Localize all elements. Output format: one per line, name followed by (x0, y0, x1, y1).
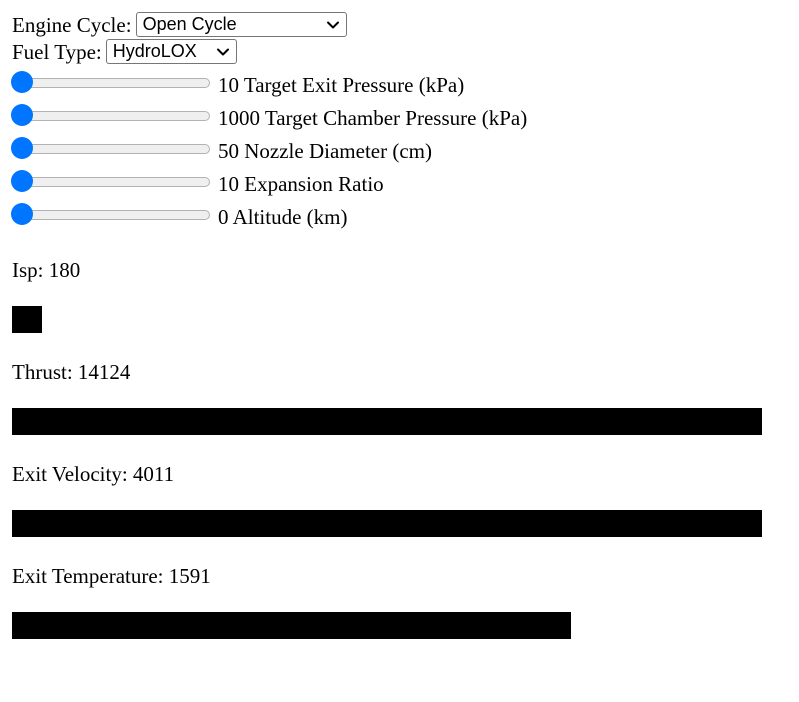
thrust-bar-container (12, 408, 762, 435)
fuel-type-value: HydroLOX (112, 41, 197, 61)
isp-result-label: Isp: 180 (12, 258, 81, 282)
slider-track (14, 209, 210, 220)
engine-cycle-row: Engine Cycle: Open Cycle (12, 11, 787, 38)
thrust-result-label: Thrust: 14124 (12, 360, 131, 384)
fuel-type-label: Fuel Type: (12, 39, 102, 64)
slider-thumb[interactable] (11, 169, 33, 192)
slider-thumb[interactable] (11, 202, 33, 225)
expansion-ratio-label: 10 Expansion Ratio (218, 171, 384, 196)
chevron-down-icon (216, 48, 229, 55)
engine-cycle-select[interactable]: Open Cycle (135, 12, 347, 37)
exit-velocity-result-label: Exit Velocity: 4011 (12, 462, 175, 486)
slider-group: 10 Target Exit Pressure (kPa) 1000 Targe… (11, 66, 787, 231)
slider-row-target-exit-pressure: 10 Target Exit Pressure (kPa) (11, 66, 787, 99)
isp-bar (12, 306, 42, 333)
slider-row-altitude: 0 Altitude (km) (11, 198, 787, 231)
exit-velocity-bar (12, 510, 762, 537)
exit-temperature-bar (12, 612, 571, 639)
slider-thumb[interactable] (11, 103, 33, 126)
fuel-type-row: Fuel Type: HydroLOX (12, 38, 787, 65)
slider-row-expansion-ratio: 10 Expansion Ratio (11, 165, 787, 198)
target-chamber-pressure-slider[interactable] (11, 103, 210, 128)
altitude-label: 0 Altitude (km) (218, 204, 348, 229)
slider-thumb[interactable] (11, 136, 33, 159)
slider-track (14, 110, 210, 121)
slider-row-target-chamber-pressure: 1000 Target Chamber Pressure (kPa) (11, 99, 787, 132)
target-exit-pressure-label: 10 Target Exit Pressure (kPa) (218, 72, 465, 97)
engine-cycle-label: Engine Cycle: (12, 12, 132, 37)
exit-temperature-result-label: Exit Temperature: 1591 (12, 564, 211, 588)
altitude-slider[interactable] (11, 202, 210, 227)
isp-bar-container (12, 306, 762, 333)
exit-temperature-bar-container (12, 612, 762, 639)
target-exit-pressure-slider[interactable] (11, 70, 210, 95)
nozzle-diameter-slider[interactable] (11, 136, 210, 161)
slider-track (14, 176, 210, 187)
nozzle-diameter-label: 50 Nozzle Diameter (cm) (218, 138, 432, 163)
target-chamber-pressure-label: 1000 Target Chamber Pressure (kPa) (218, 105, 528, 130)
slider-track (14, 143, 210, 154)
expansion-ratio-slider[interactable] (11, 169, 210, 194)
engine-cycle-value: Open Cycle (142, 14, 237, 34)
thrust-bar (12, 408, 762, 435)
chevron-down-icon (326, 21, 339, 28)
slider-track (14, 77, 210, 88)
exit-velocity-bar-container (12, 510, 762, 537)
slider-thumb[interactable] (11, 70, 33, 93)
slider-row-nozzle-diameter: 50 Nozzle Diameter (cm) (11, 132, 787, 165)
fuel-type-select[interactable]: HydroLOX (105, 39, 237, 64)
engine-calculator: Engine Cycle: Open Cycle Fuel Type: Hydr… (11, 11, 787, 639)
